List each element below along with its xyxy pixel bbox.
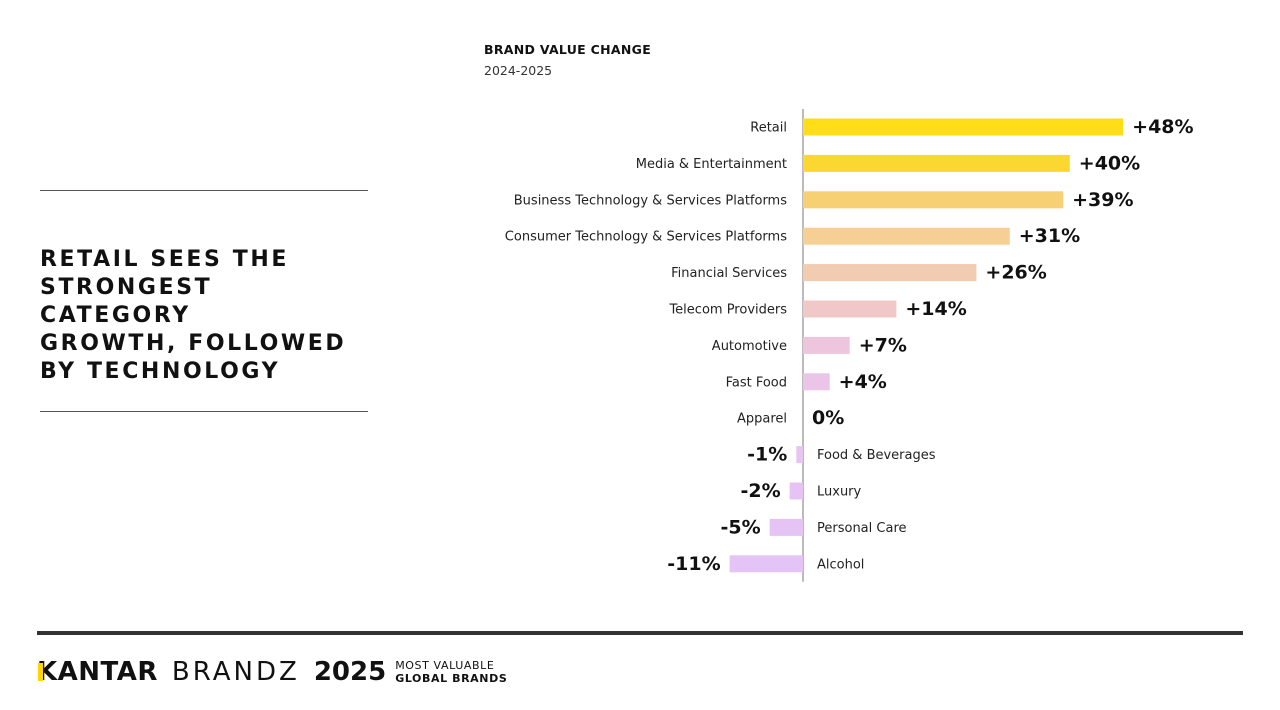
value-label: +14% — [905, 298, 966, 320]
value-label: +39% — [1072, 189, 1133, 211]
category-label: Retail — [750, 121, 787, 136]
report-tagline: MOST VALUABLE GLOBAL BRANDS — [395, 659, 507, 685]
value-label: -2% — [741, 480, 781, 502]
category-label: Financial Services — [671, 266, 787, 281]
bar — [803, 154, 1070, 172]
tagline-line-2: GLOBAL BRANDS — [395, 672, 508, 685]
category-label: Media & Entertainment — [636, 157, 787, 172]
bar-chart: Retail +48% Media & Entertainment +40% Busin… — [505, 109, 1194, 582]
report-year: 2025 — [313, 657, 387, 687]
headline-top-rule — [40, 190, 368, 191]
brandz-wordmark: BRANDZ — [171, 657, 300, 687]
value-label: +31% — [1019, 225, 1080, 247]
headline: RETAIL SEES THE STRONGEST CATEGORY GROWT… — [40, 246, 370, 386]
category-label: Alcohol — [817, 557, 864, 572]
category-label: Fast Food — [726, 375, 787, 390]
chart-subtitle: 2024-2025 — [484, 63, 553, 78]
headline-line: RETAIL SEES THE — [40, 247, 290, 272]
value-label: 0% — [812, 407, 844, 429]
category-label: Luxury — [817, 485, 862, 500]
bar — [803, 191, 1064, 209]
value-label: +26% — [985, 262, 1046, 284]
chart-title: BRAND VALUE CHANGE — [484, 42, 652, 57]
bar — [803, 336, 850, 354]
value-label: +7% — [859, 334, 907, 356]
bar — [803, 373, 830, 391]
category-label: Business Technology & Services Platforms — [514, 193, 787, 208]
bar — [803, 227, 1010, 245]
bar — [729, 555, 803, 573]
category-label: Telecom Providers — [668, 303, 787, 318]
bar — [769, 518, 803, 536]
bar — [803, 300, 897, 318]
headline-line: BY TECHNOLOGY — [40, 359, 281, 384]
value-label: +4% — [839, 371, 887, 393]
bar — [803, 264, 977, 282]
value-label: +48% — [1132, 116, 1193, 138]
footer-rule — [37, 631, 1243, 635]
bar — [796, 446, 803, 464]
category-label: Personal Care — [817, 521, 907, 536]
category-label: Apparel — [737, 412, 787, 427]
value-label: -5% — [720, 516, 760, 538]
bar — [803, 118, 1124, 136]
value-label: -1% — [747, 444, 787, 466]
headline-line: STRONGEST CATEGORY — [40, 275, 213, 328]
bar — [789, 482, 803, 500]
kantar-wordmark: KANTAR — [37, 657, 158, 687]
kantar-accent-bar — [38, 663, 43, 681]
footer: KANTAR BRANDZ 2025 MOST VALUABLE GLOBAL … — [37, 654, 507, 690]
category-label: Consumer Technology & Services Platforms — [505, 230, 787, 245]
kantar-logo: KANTAR — [37, 657, 158, 687]
headline-line: GROWTH, FOLLOWED — [40, 331, 347, 356]
category-label: Food & Beverages — [817, 448, 936, 463]
headline-bottom-rule — [40, 411, 368, 412]
tagline-line-1: MOST VALUABLE — [395, 659, 495, 672]
value-label: +40% — [1079, 152, 1140, 174]
category-label: Automotive — [712, 339, 787, 354]
value-label: -11% — [667, 553, 720, 575]
